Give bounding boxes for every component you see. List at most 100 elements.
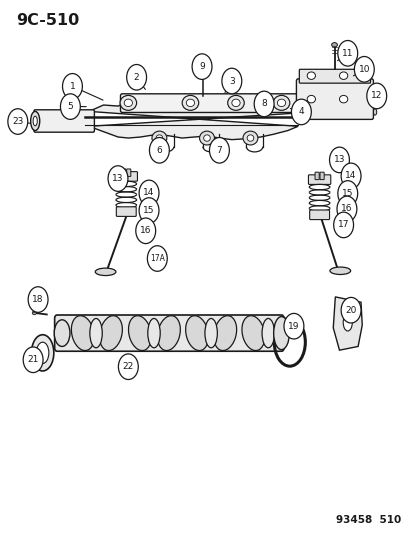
Ellipse shape (147, 318, 160, 348)
Text: 9: 9 (199, 62, 204, 71)
Ellipse shape (227, 95, 244, 110)
Text: 19: 19 (287, 322, 299, 330)
Ellipse shape (95, 268, 116, 276)
Ellipse shape (247, 135, 253, 141)
Text: 7: 7 (216, 146, 222, 155)
Circle shape (340, 297, 360, 323)
Ellipse shape (339, 95, 347, 103)
Circle shape (8, 109, 28, 134)
Ellipse shape (242, 131, 257, 145)
Ellipse shape (373, 109, 376, 115)
Ellipse shape (261, 318, 274, 348)
Text: 15: 15 (341, 189, 353, 198)
Ellipse shape (203, 135, 210, 141)
FancyBboxPatch shape (319, 172, 323, 180)
Text: 9C-510: 9C-510 (17, 13, 80, 28)
Circle shape (62, 74, 82, 99)
Text: 21: 21 (27, 356, 39, 364)
Text: 17: 17 (337, 221, 349, 229)
Circle shape (209, 138, 229, 163)
FancyBboxPatch shape (34, 110, 94, 132)
Ellipse shape (273, 95, 289, 110)
Text: 5: 5 (67, 102, 73, 111)
Ellipse shape (152, 131, 166, 145)
Ellipse shape (277, 99, 285, 107)
Polygon shape (89, 99, 297, 140)
Ellipse shape (31, 335, 54, 371)
Ellipse shape (124, 99, 132, 107)
Text: 22: 22 (122, 362, 134, 371)
Ellipse shape (186, 99, 194, 107)
Text: 6: 6 (156, 146, 162, 155)
Circle shape (139, 180, 159, 206)
Text: 93458  510: 93458 510 (335, 515, 401, 525)
Ellipse shape (204, 318, 217, 348)
Text: 13: 13 (112, 174, 123, 183)
Ellipse shape (71, 316, 94, 351)
Circle shape (366, 83, 386, 109)
Text: 14: 14 (143, 189, 154, 197)
Ellipse shape (329, 267, 350, 274)
Circle shape (254, 91, 273, 117)
Ellipse shape (306, 72, 315, 79)
Ellipse shape (213, 316, 236, 351)
FancyBboxPatch shape (299, 69, 370, 83)
Circle shape (192, 54, 211, 79)
Text: 13: 13 (333, 156, 344, 164)
Circle shape (333, 212, 353, 238)
FancyBboxPatch shape (120, 94, 301, 112)
Text: 16: 16 (140, 227, 151, 235)
Ellipse shape (156, 135, 162, 141)
Ellipse shape (128, 316, 151, 351)
Text: 20: 20 (344, 306, 356, 314)
Circle shape (126, 64, 146, 90)
Text: 8: 8 (261, 100, 266, 108)
Ellipse shape (185, 316, 208, 351)
Circle shape (139, 198, 159, 223)
Text: 16: 16 (340, 205, 352, 213)
Circle shape (28, 287, 48, 312)
FancyBboxPatch shape (314, 172, 318, 180)
Circle shape (135, 218, 155, 244)
Ellipse shape (33, 116, 37, 126)
Circle shape (108, 166, 128, 191)
Circle shape (291, 99, 311, 125)
Circle shape (147, 246, 167, 271)
Ellipse shape (32, 311, 36, 314)
Ellipse shape (241, 316, 264, 351)
FancyBboxPatch shape (121, 169, 126, 176)
Circle shape (149, 138, 169, 163)
Circle shape (337, 181, 357, 206)
Ellipse shape (54, 320, 70, 346)
Circle shape (337, 41, 357, 66)
Text: 11: 11 (341, 49, 353, 58)
Text: 2: 2 (133, 73, 139, 82)
Text: 14: 14 (344, 172, 356, 180)
Ellipse shape (199, 66, 205, 70)
Text: 18: 18 (32, 295, 44, 304)
Text: 15: 15 (143, 206, 154, 215)
FancyBboxPatch shape (309, 210, 329, 220)
FancyBboxPatch shape (126, 169, 131, 176)
FancyBboxPatch shape (55, 315, 283, 351)
Polygon shape (332, 297, 361, 350)
Ellipse shape (306, 95, 315, 103)
Circle shape (23, 347, 43, 373)
Ellipse shape (342, 314, 351, 331)
Text: 12: 12 (370, 92, 382, 100)
Text: 4: 4 (298, 108, 304, 116)
Ellipse shape (99, 316, 122, 351)
Ellipse shape (36, 342, 49, 364)
Ellipse shape (157, 316, 180, 351)
Text: 3: 3 (228, 77, 234, 85)
Text: 10: 10 (358, 65, 369, 74)
Circle shape (329, 147, 349, 173)
Text: 17A: 17A (150, 254, 164, 263)
Ellipse shape (182, 95, 198, 110)
Text: 23: 23 (12, 117, 24, 126)
Ellipse shape (31, 111, 40, 131)
Circle shape (354, 56, 373, 82)
Circle shape (60, 94, 80, 119)
FancyBboxPatch shape (115, 172, 137, 181)
Circle shape (118, 354, 138, 379)
